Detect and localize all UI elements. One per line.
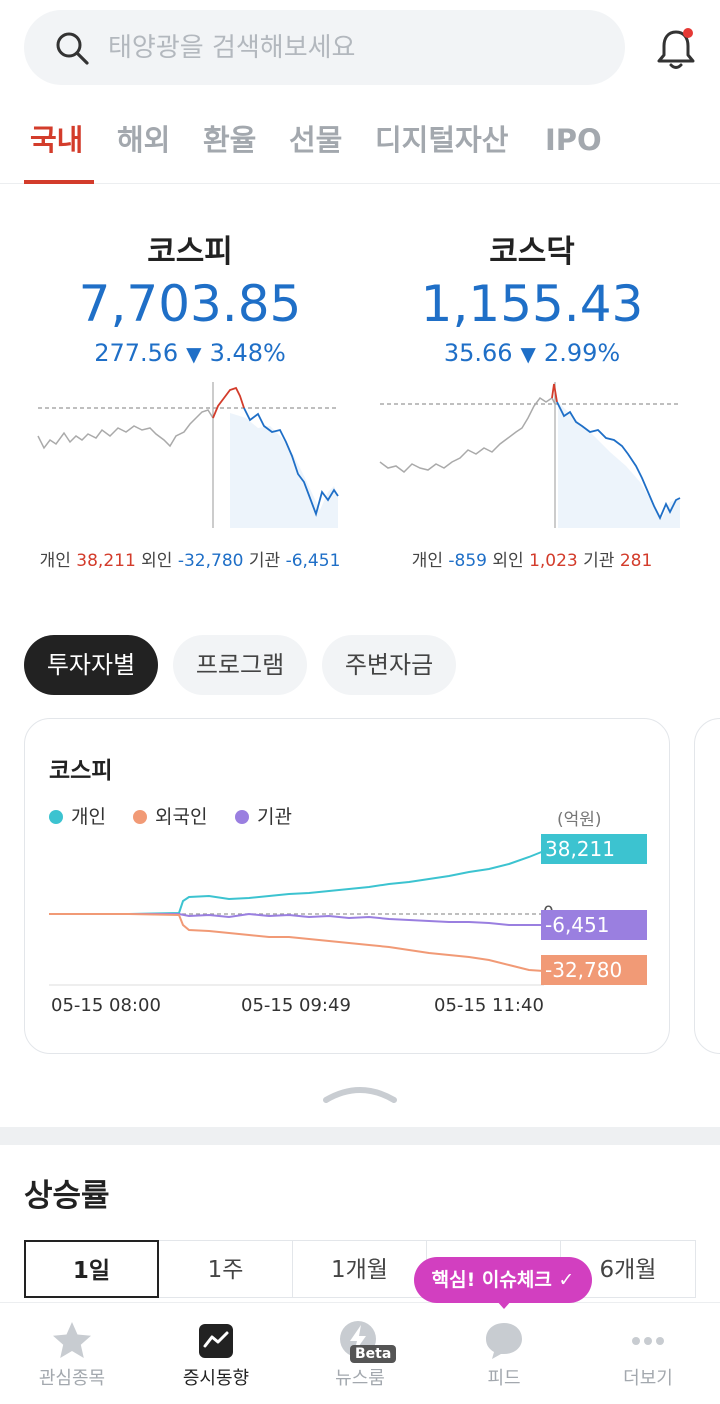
change-percent: 2.99% <box>543 339 621 367</box>
section-title: 상승률 <box>24 1178 110 1214</box>
issue-check-bubble[interactable]: 핵심! 이슈체크 ✓ <box>414 1257 592 1303</box>
series-individual <box>49 850 545 915</box>
unit-label: (억원) <box>557 810 602 830</box>
segment-investor[interactable]: 투자자별 <box>24 635 158 695</box>
card-title: 코스피 <box>49 758 113 784</box>
nav-label: 더보기 <box>623 1368 673 1389</box>
segment-surrounding-funds[interactable]: 주변자금 <box>322 635 456 695</box>
flow-label: 개인 <box>39 551 71 571</box>
star-icon <box>53 1322 91 1358</box>
flow-label: 개인 <box>411 551 443 571</box>
index-change: 35.66 ▼ 2.99% <box>382 338 682 369</box>
index-change: 277.56 ▼ 3.48% <box>40 338 340 369</box>
market-tabs: 국내 해외 환율 선물 디지털자산 IPO <box>0 110 720 184</box>
legend-individual: 개인 <box>49 805 106 829</box>
label-individual-last: 38,211 <box>541 834 647 864</box>
beta-badge: Beta <box>350 1345 397 1363</box>
flow-institution: -6,451 <box>285 551 341 571</box>
label-foreign-last: -32,780 <box>541 955 647 985</box>
flow-foreign: 1,023 <box>529 551 578 571</box>
bell-icon[interactable] <box>652 24 700 72</box>
down-triangle-icon: ▼ <box>520 342 536 366</box>
nav-label: 피드 <box>487 1368 521 1389</box>
x-tick: 05-15 09:49 <box>241 995 351 1016</box>
tab-exchange[interactable]: 환율 <box>203 123 257 157</box>
flow-label: 기관 <box>583 551 615 571</box>
period-1month[interactable]: 1개월 <box>292 1240 427 1298</box>
investor-flows: 개인 -859 외인 1,023 기관 281 <box>362 548 702 574</box>
flow-label: 외인 <box>492 551 524 571</box>
tab-domestic[interactable]: 국내 <box>30 123 84 157</box>
kosdaq-sparkline <box>379 382 681 528</box>
tab-futures[interactable]: 선물 <box>289 123 343 157</box>
nav-more[interactable]: 더보기 <box>576 1303 720 1404</box>
flow-individual: -859 <box>448 551 487 571</box>
kospi-sparkline <box>37 382 339 528</box>
change-percent: 3.48% <box>209 339 286 367</box>
period-1day[interactable]: 1일 <box>24 1240 159 1298</box>
search-icon <box>56 32 89 65</box>
collapse-chevron-icon[interactable] <box>322 1080 398 1106</box>
notification-badge <box>683 28 693 38</box>
investor-flows: 개인 38,211 외인 -32,780 기관 -6,451 <box>20 548 360 574</box>
nav-label: 뉴스룸 <box>335 1368 385 1389</box>
segment-program[interactable]: 프로그램 <box>173 635 307 695</box>
index-value: 7,703.85 <box>78 275 302 333</box>
search-input[interactable]: 태양광을 검색해보세요 <box>108 33 356 63</box>
nav-newsroom[interactable]: Beta 뉴스룸 <box>288 1303 432 1404</box>
nav-watchlist[interactable]: 관심종목 <box>0 1303 144 1404</box>
label-institution-last: -6,451 <box>541 910 647 940</box>
tab-digital-assets[interactable]: 디지털자산 <box>375 123 509 157</box>
change-value: 35.66 <box>443 339 513 367</box>
flow-label: 외인 <box>141 551 173 571</box>
index-value: 1,155.43 <box>420 275 644 333</box>
chat-bubble-icon <box>486 1323 522 1359</box>
tab-ipo[interactable]: IPO <box>545 123 602 157</box>
legend-institution: 기관 <box>235 805 292 829</box>
change-value: 277.56 <box>94 339 179 367</box>
flow-foreign: -32,780 <box>177 551 244 571</box>
investor-trend-card[interactable]: 코스피 개인 외국인 기관 (억원) 0 38,211 -6,451 -32,7… <box>24 718 670 1054</box>
nav-label: 증시동향 <box>182 1368 250 1389</box>
x-tick: 05-15 08:00 <box>51 995 161 1016</box>
legend-foreign: 외국인 <box>133 805 207 829</box>
next-card-peek[interactable] <box>694 718 720 1054</box>
tab-overseas[interactable]: 해외 <box>117 123 171 157</box>
bubble-tail <box>496 1300 512 1309</box>
nav-market-trend[interactable]: 증시동향 <box>144 1303 288 1404</box>
flow-institution: 281 <box>619 551 653 571</box>
series-foreign <box>49 913 545 972</box>
search-bar[interactable]: 태양광을 검색해보세요 <box>24 10 625 85</box>
flow-individual: 38,211 <box>76 551 136 571</box>
period-1week[interactable]: 1주 <box>158 1240 293 1298</box>
down-triangle-icon: ▼ <box>186 342 202 366</box>
nav-label: 관심종목 <box>38 1368 106 1389</box>
period-6month[interactable]: 6개월 <box>560 1240 696 1298</box>
investor-line-chart <box>49 850 549 986</box>
series-institution <box>49 912 544 926</box>
index-name: 코스닥 <box>489 234 575 270</box>
flow-label: 기관 <box>248 551 281 571</box>
index-name: 코스피 <box>147 234 233 270</box>
more-dots-icon <box>632 1337 664 1345</box>
nav-feed[interactable]: 피드 <box>432 1303 576 1404</box>
x-tick: 05-15 11:40 <box>434 995 544 1016</box>
chart-icon <box>199 1324 233 1358</box>
active-tab-indicator <box>24 180 94 184</box>
section-divider <box>0 1127 720 1145</box>
bottom-navigation: 관심종목 증시동향 Beta 뉴스룸 피드 더보기 <box>0 1302 720 1404</box>
